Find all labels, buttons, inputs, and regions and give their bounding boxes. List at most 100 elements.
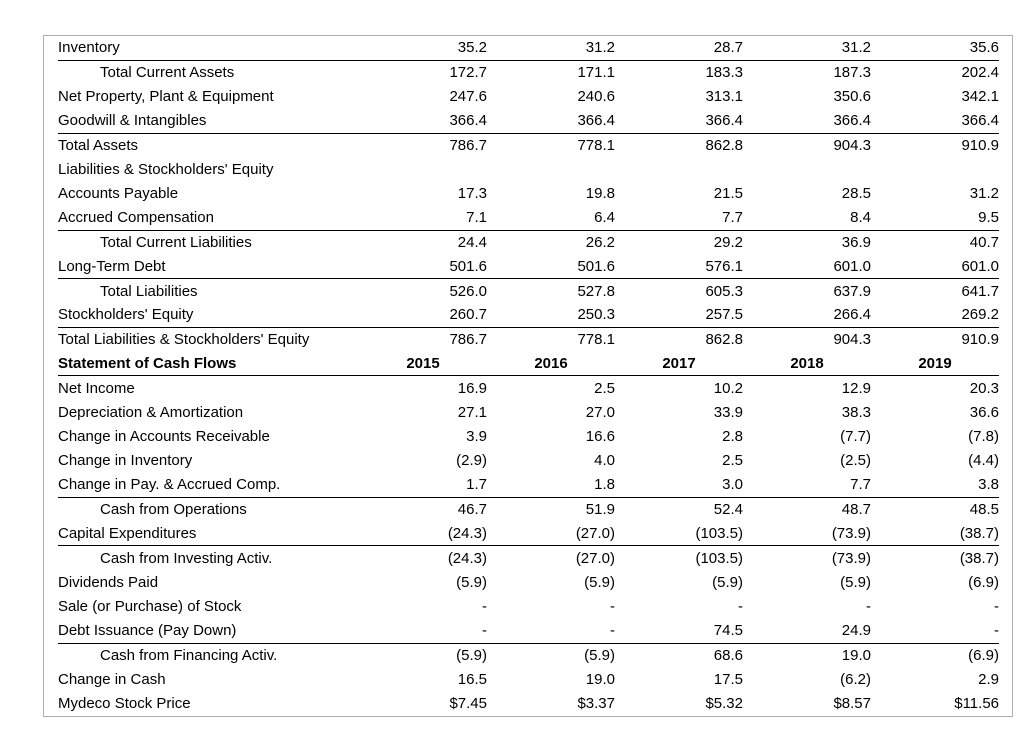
cell-value: $5.32 [705, 695, 743, 713]
cell-value: - [610, 598, 615, 616]
table-row: Depreciation & Amortization 27.1 27.0 33.9 3… [58, 400, 999, 424]
cell-value: 3.8 [871, 473, 999, 498]
table-row: Total Assets 786.7 778.1 862.8 904.3 910.9 [58, 133, 999, 157]
cell-value: (4.4) [968, 452, 999, 470]
cell-value: 21.5 [713, 185, 743, 203]
cell-value: (7.7) [840, 428, 871, 446]
cell-value: 641.7 [961, 282, 999, 300]
cell-value: 28.5 [841, 185, 871, 203]
table-row: Total Liabilities 526.0 527.8 605.3 637.9 641… [58, 279, 999, 303]
cell-value: $11.56 [954, 695, 999, 713]
cell-value: (6.9) [968, 646, 999, 664]
table-row: Statement of Cash Flows 2015 2016 2017 2018 2… [58, 351, 999, 377]
cell-value: 1.8 [487, 473, 615, 498]
cell-value: 48.7 [841, 501, 871, 519]
table-row: Change in Inventory (2.9) 4.0 2.5 (2.5) (4.4) [58, 449, 999, 473]
row-label: Depreciation & Amortization [58, 403, 244, 421]
cell-value: (24.3) [359, 521, 487, 547]
cell-value: 172.7 [449, 64, 487, 82]
cell-value: 601.0 [871, 254, 999, 280]
table-row: Long-Term Debt 501.6 501.6 576.1 601.0 601.0 [58, 254, 999, 280]
cell-value: - [359, 618, 487, 644]
table-row: Change in Accounts Receivable 3.9 16.6 2.8 (… [58, 425, 999, 449]
row-label: Capital Expenditures [58, 521, 359, 547]
cell-value: 40.7 [969, 234, 999, 252]
cell-value: 2.5 [594, 379, 615, 397]
spreadsheet-frame: Inventory 35.2 31.2 28.7 31.2 35.6 Total Curre… [43, 35, 1013, 717]
cell-value: 240.6 [577, 88, 615, 106]
row-label: Stockholders' Equity [58, 303, 359, 328]
row-label: Net Income [58, 379, 135, 397]
cell-value: 3.9 [466, 428, 487, 446]
row-label: Sale (or Purchase) of Stock [58, 598, 242, 616]
table-row: Mydeco Stock Price $7.45 $3.37 $5.32 $8.57 $1… [58, 692, 999, 716]
cell-value: 7.1 [359, 205, 487, 231]
cell-value: (5.9) [456, 646, 487, 664]
cell-value: 36.6 [969, 403, 999, 421]
cell-value: (6.9) [968, 573, 999, 591]
cell-value: 910.9 [961, 137, 999, 155]
cell-value [359, 157, 487, 181]
cell-value: 637.9 [833, 282, 871, 300]
cell-value: 26.2 [585, 234, 615, 252]
financial-statement-table: Inventory 35.2 31.2 28.7 31.2 35.6 Total Curre… [58, 36, 999, 716]
cell-value: 8.4 [743, 205, 871, 231]
table-row: Dividends Paid (5.9) (5.9) (5.9) (5.9) (6.9) [58, 570, 999, 594]
cell-value: 9.5 [871, 205, 999, 231]
cell-value: 68.6 [713, 646, 743, 664]
cell-value: 35.2 [359, 36, 487, 61]
cell-value: 12.9 [841, 379, 871, 397]
cell-value [615, 157, 743, 181]
cell-value: 605.3 [705, 282, 743, 300]
cell-value: 16.5 [457, 670, 487, 688]
cell-value: 74.5 [615, 618, 743, 644]
cell-value: 601.0 [743, 254, 871, 280]
cell-value: (73.9) [831, 549, 871, 567]
cell-value: 3.0 [615, 473, 743, 498]
cell-value: 501.6 [359, 254, 487, 280]
table-row: Total Current Assets 172.7 171.1 183.3 187.3… [58, 60, 999, 84]
cell-value: (5.9) [712, 573, 743, 591]
table-row: Debt Issuance (Pay Down) - -74.5 24.9- [58, 618, 999, 644]
cell-value: (6.2) [840, 670, 871, 688]
financial-table-body: Inventory 35.2 31.2 28.7 31.2 35.6 Total Curre… [58, 36, 999, 716]
year-column-header: 2018 [743, 351, 871, 377]
cell-value [487, 157, 615, 181]
cell-value: 10.2 [713, 379, 743, 397]
table-row: Change in Pay. & Accrued Comp. 1.7 1.8 3.0 7… [58, 473, 999, 498]
cell-value: 171.1 [577, 64, 615, 82]
table-row: Cash from Operations 46.7 51.9 52.4 48.7 48.5 [58, 497, 999, 521]
cell-value: 24.4 [457, 234, 487, 252]
cell-value: - [871, 618, 999, 644]
cell-value: - [994, 598, 999, 616]
cell-value: 183.3 [705, 64, 743, 82]
cell-value: (5.9) [840, 573, 871, 591]
table-row: Capital Expenditures (24.3) (27.0) (103.5)(… [58, 521, 999, 547]
cell-value: (2.5) [840, 452, 871, 470]
cell-value: - [482, 598, 487, 616]
cell-value: 51.9 [585, 501, 615, 519]
cell-value: 501.6 [487, 254, 615, 280]
cell-value: 786.7 [449, 331, 487, 349]
cell-value: 17.5 [713, 670, 743, 688]
cell-value: 35.6 [871, 36, 999, 61]
cell-value: 862.8 [705, 331, 743, 349]
row-label: Cash from Operations [100, 501, 247, 519]
cell-value: 250.3 [487, 303, 615, 328]
cell-value: 16.9 [457, 379, 487, 397]
row-label: Long-Term Debt [58, 254, 359, 280]
cell-value: 31.2 [969, 185, 999, 203]
cell-value: 526.0 [449, 282, 487, 300]
table-row: Total Liabilities & Stockholders' Equity… [58, 327, 999, 351]
cell-value: 2.5 [722, 452, 743, 470]
table-row: Inventory 35.2 31.2 28.7 31.2 35.6 [58, 36, 999, 61]
year-column-header: 2017 [615, 351, 743, 377]
cell-value: $7.45 [449, 695, 487, 713]
row-label: Change in Inventory [58, 452, 193, 470]
row-label: Goodwill & Intangibles [58, 108, 359, 134]
table-row: Net Property, Plant & Equipment 247.6 240.… [58, 85, 999, 109]
table-row: Accrued Compensation 7.1 6.4 7.7 8.4 9.5 [58, 205, 999, 231]
cell-value: 247.6 [449, 88, 487, 106]
cell-value: (73.9) [743, 521, 871, 547]
row-label: Net Property, Plant & Equipment [58, 88, 274, 106]
